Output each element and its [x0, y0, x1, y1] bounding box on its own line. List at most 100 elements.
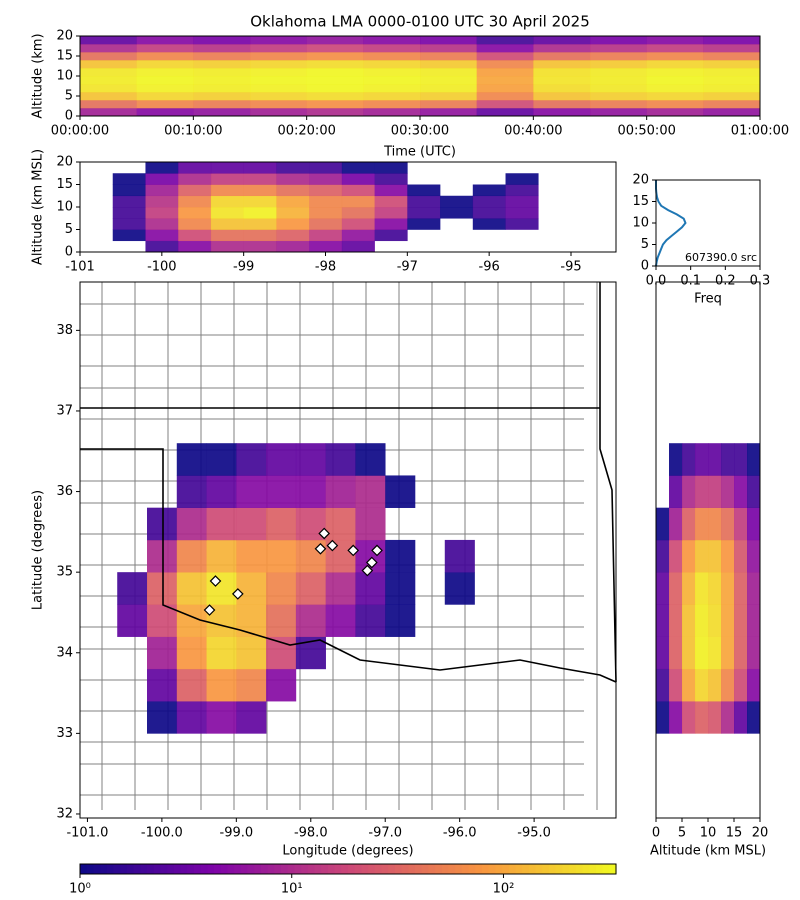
- density-cell: [210, 184, 244, 197]
- density-cell: [656, 668, 670, 702]
- density-cell: [476, 68, 534, 77]
- x-tick-label: 00:20:00: [277, 124, 335, 139]
- density-cell: [363, 92, 421, 101]
- y-axis-label: Altitude (km MSL): [31, 149, 46, 265]
- colorbar-swatch: [100, 864, 108, 874]
- density-cell: [266, 475, 297, 508]
- density-cell: [646, 44, 704, 53]
- density-cell: [747, 636, 761, 670]
- colorbar-swatch: [93, 864, 101, 874]
- x-axis-label: Longitude (degrees): [282, 844, 413, 859]
- density-cell: [355, 539, 386, 573]
- density-cell: [476, 44, 534, 53]
- density-cell: [533, 76, 591, 85]
- density-cell: [309, 195, 343, 208]
- density-cell: [276, 184, 310, 197]
- density-cell: [306, 108, 364, 117]
- y-tick-label: 15: [632, 194, 649, 209]
- density-cell: [646, 76, 704, 85]
- x-tick-label: 01:00:00: [731, 124, 789, 139]
- density-cell: [476, 76, 534, 85]
- density-cell: [734, 636, 748, 670]
- density-cell: [385, 539, 416, 573]
- density-cell: [306, 100, 364, 109]
- density-cell: [656, 539, 670, 573]
- density-cell: [341, 240, 375, 253]
- panel-frame: [79, 281, 617, 819]
- density-cell: [176, 636, 207, 670]
- density-cell: [236, 572, 267, 605]
- density-cell: [309, 240, 343, 253]
- density-cell: [703, 92, 761, 101]
- density-cell: [206, 636, 237, 670]
- density-cell: [266, 604, 297, 637]
- density-cell: [206, 668, 237, 702]
- density-cell: [250, 52, 307, 61]
- density-cell: [695, 572, 709, 605]
- density-cell: [147, 539, 178, 573]
- density-cell: [385, 475, 416, 508]
- density-cell: [476, 52, 534, 61]
- density-cell: [695, 701, 709, 734]
- colorbar-swatch: [147, 864, 155, 874]
- density-cell: [669, 701, 683, 734]
- density-cell: [669, 443, 683, 476]
- density-cell: [276, 218, 310, 230]
- density-cell: [374, 207, 408, 219]
- density-cell: [669, 572, 683, 605]
- y-tick-label: 36: [56, 484, 73, 499]
- colorbar-swatch: [126, 864, 135, 874]
- density-cell: [420, 36, 477, 45]
- x-tick-label: 15: [726, 826, 743, 841]
- colorbar-swatch: [281, 864, 289, 874]
- density-cell: [206, 539, 237, 573]
- density-cell: [266, 668, 297, 702]
- density-cell: [178, 218, 212, 230]
- density-cell: [708, 475, 722, 508]
- county-line: [497, 281, 502, 810]
- density-cell: [306, 76, 364, 85]
- density-cell: [682, 507, 696, 541]
- density-cell: [178, 184, 212, 197]
- density-cell: [136, 44, 194, 53]
- x-tick-label: 5: [678, 826, 686, 841]
- density-cell: [374, 173, 408, 185]
- density-cell: [325, 572, 356, 605]
- density-cell: [112, 173, 146, 185]
- density-cell: [145, 173, 179, 185]
- colorbar-swatch: [227, 864, 235, 874]
- frequency-line: [655, 180, 687, 267]
- colorbar-swatch: [334, 864, 342, 874]
- density-cell: [734, 539, 748, 573]
- density-cell: [210, 195, 244, 208]
- density-cell: [178, 240, 212, 253]
- density-cell: [646, 60, 704, 69]
- density-cell: [236, 539, 267, 573]
- station-marker: [347, 544, 360, 557]
- colorbar-swatch: [321, 864, 329, 874]
- station-marker: [365, 556, 378, 569]
- density-cell: [695, 443, 709, 476]
- density-cell: [590, 84, 647, 93]
- density-cell: [355, 475, 386, 508]
- colorbar-swatch: [247, 864, 255, 874]
- colorbar-swatch: [435, 864, 443, 874]
- colorbar-swatch: [415, 864, 423, 874]
- density-cell: [250, 60, 307, 69]
- density-cell: [250, 100, 307, 109]
- density-cell: [682, 701, 696, 734]
- density-cell: [136, 52, 194, 61]
- density-cell: [210, 162, 244, 174]
- density-cell: [243, 218, 277, 230]
- density-cell: [176, 539, 207, 573]
- county-line: [563, 281, 568, 810]
- density-cell: [80, 44, 137, 53]
- y-tick-label: 10: [56, 200, 73, 215]
- density-cell: [533, 36, 591, 45]
- density-cell: [309, 229, 343, 242]
- density-cell: [363, 60, 421, 69]
- density-cell: [703, 68, 761, 77]
- density-cell: [656, 604, 670, 637]
- density-cell: [590, 108, 647, 117]
- density-cell: [193, 36, 251, 45]
